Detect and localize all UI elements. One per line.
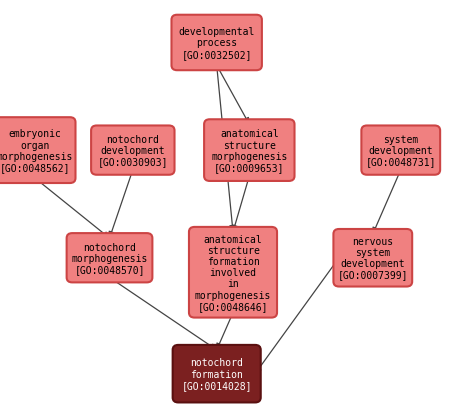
FancyBboxPatch shape: [91, 126, 174, 175]
Text: notochord
morphogenesis
[GO:0048570]: notochord morphogenesis [GO:0048570]: [71, 242, 148, 274]
Text: notochord
formation
[GO:0014028]: notochord formation [GO:0014028]: [181, 358, 252, 390]
Text: system
development
[GO:0048731]: system development [GO:0048731]: [365, 135, 436, 167]
FancyBboxPatch shape: [171, 16, 262, 71]
FancyBboxPatch shape: [0, 118, 75, 183]
FancyBboxPatch shape: [189, 227, 277, 318]
FancyBboxPatch shape: [362, 126, 440, 175]
FancyBboxPatch shape: [204, 120, 295, 182]
Text: anatomical
structure
morphogenesis
[GO:0009653]: anatomical structure morphogenesis [GO:0…: [211, 129, 288, 173]
Text: embryonic
organ
morphogenesis
[GO:0048562]: embryonic organ morphogenesis [GO:004856…: [0, 129, 73, 173]
Text: developmental
process
[GO:0032502]: developmental process [GO:0032502]: [178, 27, 255, 59]
Text: notochord
development
[GO:0030903]: notochord development [GO:0030903]: [97, 135, 168, 167]
FancyBboxPatch shape: [67, 234, 152, 282]
FancyBboxPatch shape: [172, 345, 261, 402]
Text: anatomical
structure
formation
involved
in
morphogenesis
[GO:0048646]: anatomical structure formation involved …: [195, 234, 271, 311]
FancyBboxPatch shape: [334, 230, 412, 287]
Text: nervous
system
development
[GO:0007399]: nervous system development [GO:0007399]: [337, 236, 408, 280]
